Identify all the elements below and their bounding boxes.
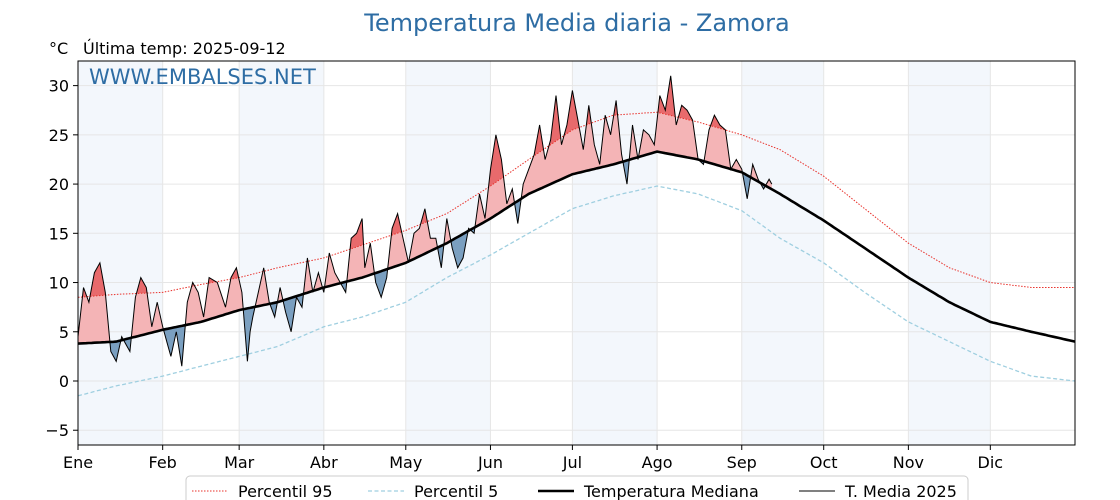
fill-above-p95 bbox=[208, 277, 216, 284]
y-tick-label: 0 bbox=[59, 372, 69, 391]
fill-below-median bbox=[375, 269, 388, 298]
month-band-sep bbox=[741, 61, 824, 445]
legend-box bbox=[185, 475, 969, 500]
legend-label: Percentil 95 bbox=[238, 482, 333, 500]
fill-below-median bbox=[742, 172, 751, 199]
month-band-mar bbox=[239, 61, 324, 445]
fill-above-p95 bbox=[658, 75, 675, 117]
month-bands bbox=[78, 61, 991, 445]
fill-above-median bbox=[278, 287, 283, 302]
x-tick-label: Nov bbox=[893, 453, 924, 472]
fill-above-median bbox=[347, 243, 375, 282]
legend-label: Percentil 5 bbox=[414, 482, 498, 500]
fill-above-median bbox=[255, 271, 270, 307]
fill-above-median bbox=[131, 293, 164, 338]
series-line-t-media-2025 bbox=[77, 75, 773, 367]
fill-above-median bbox=[313, 272, 323, 291]
fill-above-median bbox=[304, 261, 313, 294]
x-tick-label: Abr bbox=[310, 453, 338, 472]
series-line-temperatura-mediana bbox=[77, 150, 1076, 345]
fill-above-p95 bbox=[678, 105, 693, 121]
x-tick-label: Ene bbox=[63, 453, 93, 472]
series-line-percentil-5 bbox=[77, 185, 1076, 397]
x-tick-label: Jun bbox=[477, 453, 503, 472]
x-tick-label: Sep bbox=[727, 453, 757, 472]
fill-below-median bbox=[437, 244, 444, 268]
series-line-percentil-95 bbox=[77, 111, 1075, 298]
x-tick-label: Jul bbox=[562, 453, 582, 472]
series-lines bbox=[77, 75, 1076, 397]
y-tick-label: 25 bbox=[49, 126, 69, 145]
legend-label: Temperatura Mediana bbox=[583, 482, 759, 500]
month-band-nov bbox=[908, 61, 991, 445]
fill-above-p95 bbox=[350, 218, 364, 249]
fill-above-p95 bbox=[586, 105, 591, 125]
fill-above-p95 bbox=[489, 134, 504, 187]
unit-label: °C bbox=[49, 39, 68, 58]
chart-title: Temperatura Media diaria - Zamora bbox=[363, 9, 789, 37]
fill-below-median bbox=[340, 281, 347, 293]
y-tick-label: 10 bbox=[49, 274, 69, 293]
y-tick-label: −5 bbox=[45, 421, 69, 440]
fill-above-p95 bbox=[614, 100, 618, 116]
fill-below-median bbox=[123, 337, 132, 352]
fill-below-median bbox=[110, 340, 121, 362]
y-tick-label: 30 bbox=[49, 77, 69, 96]
fill-below-median bbox=[164, 325, 186, 367]
fill-above-median bbox=[521, 114, 623, 199]
x-tick-label: Dic bbox=[978, 453, 1004, 472]
fill-above-median bbox=[325, 255, 341, 288]
y-tick-label: 5 bbox=[59, 323, 69, 342]
x-tick-label: Feb bbox=[149, 453, 177, 472]
fill-above-median bbox=[388, 232, 408, 269]
plot-area bbox=[77, 61, 1076, 445]
fill-above-median bbox=[78, 295, 110, 344]
fill-above-median bbox=[629, 125, 638, 160]
fill-above-p95 bbox=[564, 90, 579, 136]
x-axis: Ene Feb Mar Abr May Jun Jul Ago Sep Oct Nov Dic bbox=[63, 445, 1003, 472]
x-tick-label: Ago bbox=[642, 453, 673, 472]
legend-label: T. Media 2025 bbox=[844, 482, 957, 500]
fill-above-median bbox=[638, 112, 698, 160]
last-temp-label: Última temp: 2025-09-12 bbox=[83, 39, 286, 58]
fill-above-median bbox=[704, 125, 731, 169]
x-tick-label: May bbox=[389, 453, 422, 472]
y-axis: −5 0 5 10 15 20 25 30 bbox=[45, 77, 78, 440]
x-tick-label: Oct bbox=[810, 453, 838, 472]
fill-above-p95 bbox=[136, 277, 147, 294]
fill-above-median bbox=[444, 218, 451, 245]
x-tick-label: Mar bbox=[224, 453, 255, 472]
watermark-text: WWW.EMBALSES.NET bbox=[89, 65, 316, 89]
month-band-ene bbox=[78, 61, 163, 445]
anomaly-fills bbox=[78, 75, 772, 367]
y-tick-label: 15 bbox=[49, 224, 69, 243]
fill-above-p95 bbox=[90, 262, 106, 297]
fill-below-median bbox=[515, 198, 522, 224]
y-tick-label: 20 bbox=[49, 175, 69, 194]
plot-frame bbox=[77, 60, 1076, 446]
legend: Percentil 95 Percentil 5 Temperatura Media… bbox=[185, 475, 969, 500]
